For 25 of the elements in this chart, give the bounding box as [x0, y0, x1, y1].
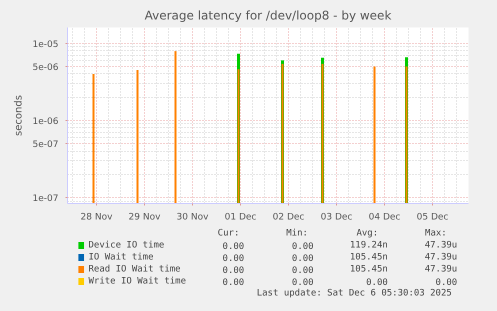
- y-axis-title: seconds: [14, 95, 25, 136]
- text: Last update: Sat Dec 6 05:30:03 2025: [256, 288, 452, 298]
- text: 0.00 0.00 119.24n 47.39u: [222, 240, 458, 252]
- y-tick-label: 1e-07: [32, 194, 59, 204]
- text: 0.00 0.00 105.45n 47.39u: [222, 264, 458, 276]
- x-tick-label: 29 Nov: [128, 212, 162, 222]
- x-tick-label: 30 Nov: [176, 212, 210, 222]
- text: 0.00 0.00 0.00 0.00: [222, 278, 458, 288]
- text: Cur: Min: Avg: Max:: [218, 228, 447, 238]
- y-tick-label: 5e-06: [32, 62, 59, 73]
- x-tick-label: 03 Dec: [320, 212, 352, 222]
- y-tick-label: 1e-05: [32, 40, 59, 50]
- x-tick-label: 28 Nov: [80, 212, 114, 222]
- y-tick-label: 1e-06: [32, 116, 59, 127]
- x-tick-label: 02 Dec: [272, 212, 304, 222]
- legend-label: Device IO time: [88, 240, 164, 250]
- text: 0.00 0.00 105.45n 47.39u: [222, 252, 458, 264]
- x-tick-label: 05 Dec: [416, 212, 448, 222]
- legend-label: Write IO Wait time: [88, 276, 186, 286]
- chart-title: Average latency for /dev/loop8 - by week: [144, 8, 392, 22]
- legend-label: IO Wait time: [88, 252, 154, 262]
- x-tick-label: 01 Dec: [224, 212, 256, 222]
- y-tick-label: 5e-07: [32, 140, 59, 150]
- legend-label: Read IO Wait time: [88, 264, 181, 274]
- x-tick-label: 04 Dec: [368, 212, 400, 222]
